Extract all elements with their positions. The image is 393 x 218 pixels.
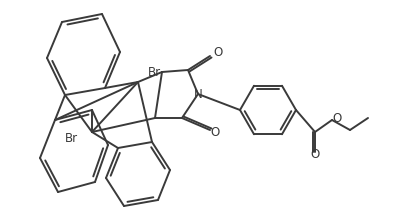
Text: N: N xyxy=(194,87,202,100)
Text: Br: Br xyxy=(65,131,78,145)
Text: O: O xyxy=(332,111,341,124)
Text: O: O xyxy=(210,126,220,138)
Text: O: O xyxy=(213,46,222,58)
Text: O: O xyxy=(310,148,320,162)
Text: Br: Br xyxy=(148,65,161,78)
